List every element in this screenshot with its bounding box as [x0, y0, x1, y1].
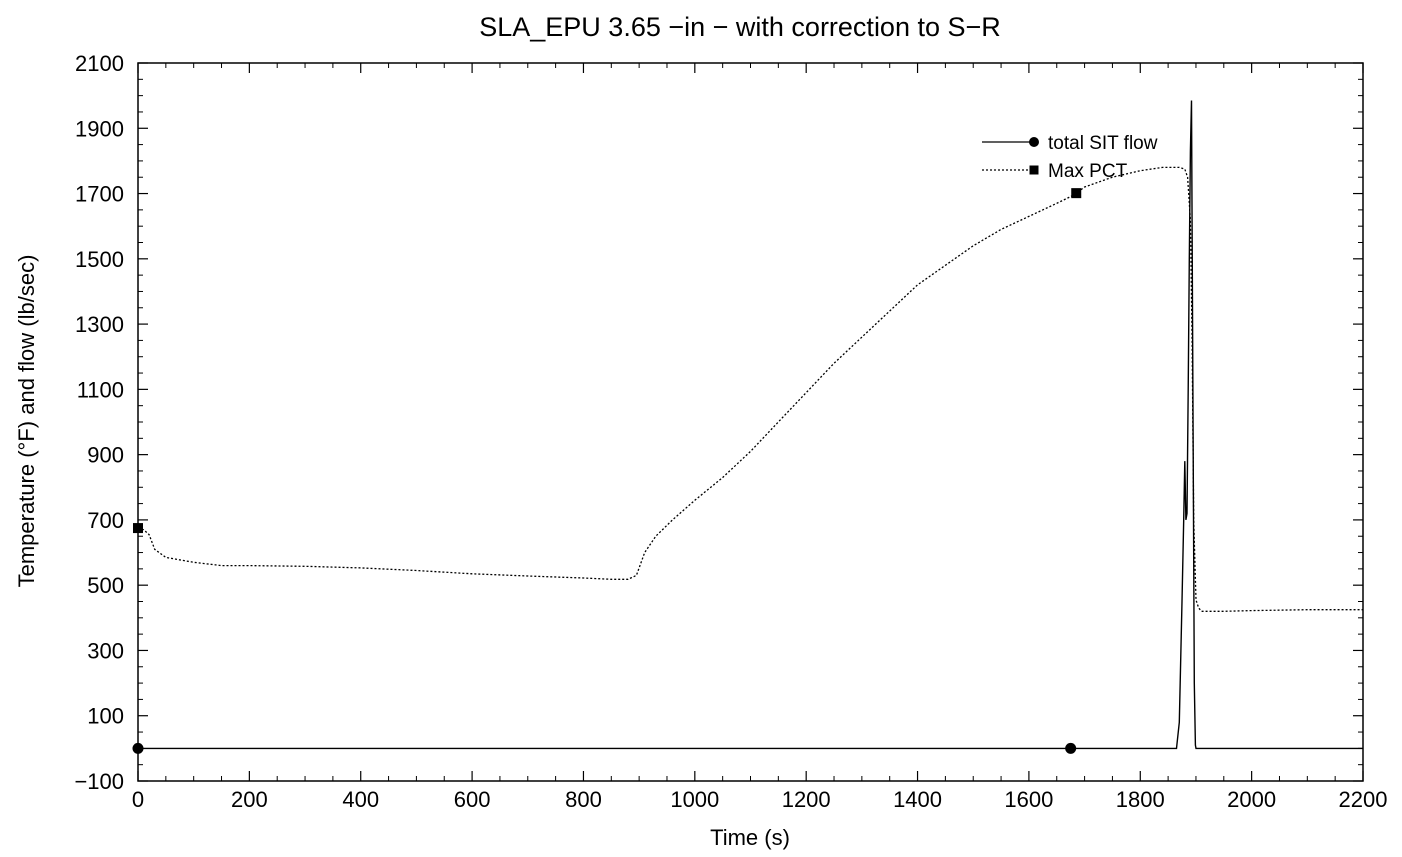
legend-marker-total-sit-flow [1029, 137, 1039, 147]
y-axis-ticks: −100 100 300 500 700 900 1100 1300 1500 1700 1900 2… [74, 51, 1363, 794]
x-axis-ticks: 0 200 400 600 800 1000 1200 1400 1600 1800 2000 220… [132, 63, 1388, 812]
legend-label-max-pct: Max PCT [1048, 161, 1128, 182]
legend: total SIT flow Max PCT [982, 133, 1158, 182]
series-marker-total-sit-flow [1065, 742, 1077, 754]
x-tick-label: 0 [132, 787, 144, 812]
x-tick-label: 1000 [670, 787, 719, 812]
y-axis-label: Temperature (°F) and flow (lb/sec) [14, 255, 39, 588]
y-tick-label: 100 [87, 704, 124, 729]
y-tick-label: 1900 [75, 116, 124, 141]
plot-frame [137, 62, 1364, 782]
chart-title: SLA_EPU 3.65 −in − with correction to S−… [479, 12, 1001, 42]
x-tick-label: 1800 [1116, 787, 1165, 812]
legend-label-total-sit-flow: total SIT flow [1048, 133, 1158, 154]
y-tick-label: 900 [87, 443, 124, 468]
y-tick-label: 1700 [75, 182, 124, 207]
y-tick-label: 1300 [75, 312, 124, 337]
x-tick-label: 2000 [1227, 787, 1276, 812]
series-line-total-sit-flow [138, 100, 1363, 750]
y-tick-label: 300 [87, 638, 124, 663]
x-tick-label: 2200 [1339, 787, 1388, 812]
x-tick-label: 800 [565, 787, 602, 812]
x-tick-label: 600 [454, 787, 491, 812]
series-line-max-pct [137, 166, 1363, 612]
x-tick-label: 1200 [782, 787, 831, 812]
y-tick-label: 1100 [77, 377, 124, 402]
x-axis-label: Time (s) [710, 825, 790, 850]
legend-marker-max-pct [1029, 165, 1039, 175]
series-layer [132, 100, 1363, 754]
x-tick-label: 1400 [893, 787, 942, 812]
y-tick-label: −100 [74, 769, 124, 794]
y-tick-label: 500 [87, 573, 124, 598]
y-tick-label: 2100 [75, 51, 124, 76]
x-tick-label: 200 [231, 787, 268, 812]
series-marker-max-pct [1071, 188, 1082, 199]
y-tick-label: 1500 [75, 247, 124, 272]
y-tick-label: 700 [87, 508, 124, 533]
x-tick-label: 400 [342, 787, 379, 812]
x-tick-label: 1600 [1004, 787, 1053, 812]
